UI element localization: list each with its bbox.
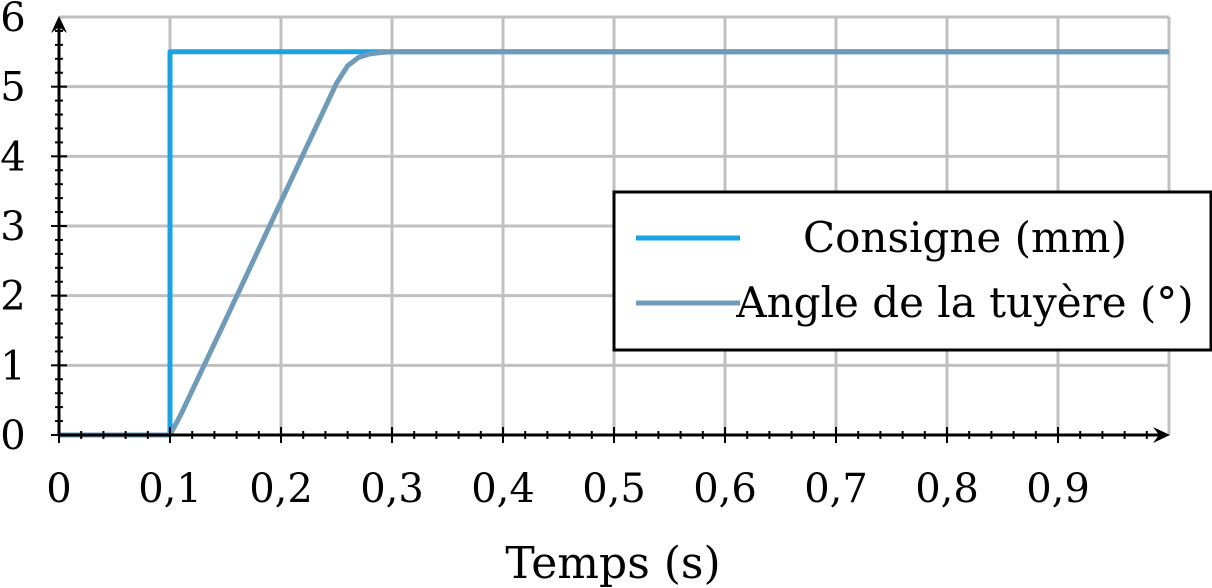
x-tick-label: 0,7	[804, 466, 868, 512]
series-line-1	[59, 49, 1169, 438]
y-tick-label: 6	[0, 0, 25, 41]
axes	[51, 16, 1170, 443]
legend: Consigne (mm) Angle de la tuyère (°)	[612, 190, 1212, 352]
y-tick-label: 3	[0, 204, 25, 250]
x-tick-label: 0,9	[1026, 466, 1090, 512]
y-tick-label: 4	[0, 134, 25, 180]
x-tick-label: 0,5	[582, 466, 646, 512]
y-axis-arrow	[51, 16, 67, 33]
legend-box	[612, 190, 1212, 352]
x-axis-arrow	[1153, 427, 1170, 443]
x-tick-label: 0,6	[693, 466, 757, 512]
y-tick-label: 1	[0, 343, 25, 389]
tick-labels: 0 0,1 0,2 0,3 0,4 0,5 0,6 0,7 0,8 0,9 0 1 2 3 4 5 6	[0, 0, 1090, 512]
y-tick-label: 5	[0, 65, 25, 111]
legend-label-0: Consigne (mm)	[803, 213, 1127, 262]
x-axis-label: Temps (s)	[505, 538, 720, 588]
x-tick-label: 0,4	[471, 466, 535, 512]
x-tick-label: 0,3	[360, 466, 424, 512]
x-tick-label: 0,1	[138, 466, 202, 512]
x-tick-label: 0,2	[249, 466, 313, 512]
legend-label-1: Angle de la tuyère (°)	[735, 278, 1193, 327]
y-tick-label: 2	[0, 274, 25, 320]
x-tick-label: 0,8	[915, 466, 979, 512]
x-tick-label: 0	[46, 466, 71, 512]
y-tick-label: 0	[0, 413, 25, 459]
